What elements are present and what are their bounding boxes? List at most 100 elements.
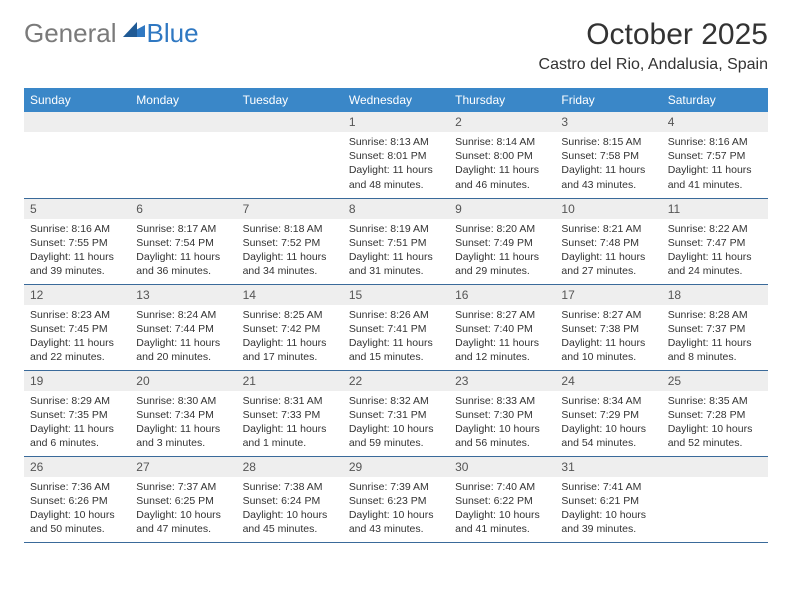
daylight-line: Daylight: 11 hours and 43 minutes. xyxy=(561,163,655,191)
calendar-cell: 11Sunrise: 8:22 AMSunset: 7:47 PMDayligh… xyxy=(662,198,768,284)
daylight-line: Daylight: 10 hours and 56 minutes. xyxy=(455,422,549,450)
sunrise-line: Sunrise: 7:39 AM xyxy=(349,480,443,494)
calendar-cell: 24Sunrise: 8:34 AMSunset: 7:29 PMDayligh… xyxy=(555,370,661,456)
sunrise-line: Sunrise: 8:26 AM xyxy=(349,308,443,322)
daylight-line: Daylight: 10 hours and 41 minutes. xyxy=(455,508,549,536)
day-number: 14 xyxy=(237,285,343,305)
sunrise-line: Sunrise: 8:35 AM xyxy=(668,394,762,408)
daylight-line: Daylight: 10 hours and 52 minutes. xyxy=(668,422,762,450)
sunset-line: Sunset: 6:23 PM xyxy=(349,494,443,508)
daylight-line: Daylight: 10 hours and 59 minutes. xyxy=(349,422,443,450)
page-header: General Blue October 2025 Castro del Rio… xyxy=(24,18,768,74)
weekday-header: Monday xyxy=(130,88,236,112)
daylight-line: Daylight: 11 hours and 1 minute. xyxy=(243,422,337,450)
day-details: Sunrise: 8:27 AMSunset: 7:38 PMDaylight:… xyxy=(555,305,661,369)
sunset-line: Sunset: 8:00 PM xyxy=(455,149,549,163)
day-number: 27 xyxy=(130,457,236,477)
calendar-cell: 27Sunrise: 7:37 AMSunset: 6:25 PMDayligh… xyxy=(130,456,236,542)
sunrise-line: Sunrise: 8:20 AM xyxy=(455,222,549,236)
daylight-line: Daylight: 11 hours and 17 minutes. xyxy=(243,336,337,364)
logo-mark-icon xyxy=(123,22,145,43)
sunset-line: Sunset: 6:25 PM xyxy=(136,494,230,508)
calendar-cell: 18Sunrise: 8:28 AMSunset: 7:37 PMDayligh… xyxy=(662,284,768,370)
daylight-line: Daylight: 10 hours and 43 minutes. xyxy=(349,508,443,536)
day-details: Sunrise: 7:37 AMSunset: 6:25 PMDaylight:… xyxy=(130,477,236,541)
calendar-cell: 26Sunrise: 7:36 AMSunset: 6:26 PMDayligh… xyxy=(24,456,130,542)
sunset-line: Sunset: 7:58 PM xyxy=(561,149,655,163)
daylight-line: Daylight: 10 hours and 45 minutes. xyxy=(243,508,337,536)
calendar-row: 19Sunrise: 8:29 AMSunset: 7:35 PMDayligh… xyxy=(24,370,768,456)
sunrise-line: Sunrise: 8:34 AM xyxy=(561,394,655,408)
day-details: Sunrise: 8:26 AMSunset: 7:41 PMDaylight:… xyxy=(343,305,449,369)
calendar-cell: 21Sunrise: 8:31 AMSunset: 7:33 PMDayligh… xyxy=(237,370,343,456)
day-number: 8 xyxy=(343,199,449,219)
calendar-cell: 10Sunrise: 8:21 AMSunset: 7:48 PMDayligh… xyxy=(555,198,661,284)
day-details: Sunrise: 8:17 AMSunset: 7:54 PMDaylight:… xyxy=(130,219,236,283)
daylight-line: Daylight: 11 hours and 12 minutes. xyxy=(455,336,549,364)
calendar-row: 26Sunrise: 7:36 AMSunset: 6:26 PMDayligh… xyxy=(24,456,768,542)
day-details: Sunrise: 8:28 AMSunset: 7:37 PMDaylight:… xyxy=(662,305,768,369)
day-details: Sunrise: 8:18 AMSunset: 7:52 PMDaylight:… xyxy=(237,219,343,283)
sunset-line: Sunset: 7:51 PM xyxy=(349,236,443,250)
sunrise-line: Sunrise: 7:38 AM xyxy=(243,480,337,494)
day-number: 7 xyxy=(237,199,343,219)
calendar-cell: 7Sunrise: 8:18 AMSunset: 7:52 PMDaylight… xyxy=(237,198,343,284)
sunrise-line: Sunrise: 8:19 AM xyxy=(349,222,443,236)
sunrise-line: Sunrise: 8:31 AM xyxy=(243,394,337,408)
day-details: Sunrise: 7:39 AMSunset: 6:23 PMDaylight:… xyxy=(343,477,449,541)
daylight-line: Daylight: 11 hours and 20 minutes. xyxy=(136,336,230,364)
calendar-body: 1Sunrise: 8:13 AMSunset: 8:01 PMDaylight… xyxy=(24,112,768,542)
calendar-cell: 13Sunrise: 8:24 AMSunset: 7:44 PMDayligh… xyxy=(130,284,236,370)
sunset-line: Sunset: 7:35 PM xyxy=(30,408,124,422)
day-number: 9 xyxy=(449,199,555,219)
daylight-line: Daylight: 11 hours and 6 minutes. xyxy=(30,422,124,450)
calendar-cell: 20Sunrise: 8:30 AMSunset: 7:34 PMDayligh… xyxy=(130,370,236,456)
day-details: Sunrise: 8:35 AMSunset: 7:28 PMDaylight:… xyxy=(662,391,768,455)
sunset-line: Sunset: 7:54 PM xyxy=(136,236,230,250)
calendar-cell: 6Sunrise: 8:17 AMSunset: 7:54 PMDaylight… xyxy=(130,198,236,284)
day-details: Sunrise: 8:34 AMSunset: 7:29 PMDaylight:… xyxy=(555,391,661,455)
sunrise-line: Sunrise: 7:37 AM xyxy=(136,480,230,494)
sunrise-line: Sunrise: 8:23 AM xyxy=(30,308,124,322)
calendar-cell: 3Sunrise: 8:15 AMSunset: 7:58 PMDaylight… xyxy=(555,112,661,198)
day-details: Sunrise: 8:27 AMSunset: 7:40 PMDaylight:… xyxy=(449,305,555,369)
day-number: 12 xyxy=(24,285,130,305)
daylight-line: Daylight: 11 hours and 31 minutes. xyxy=(349,250,443,278)
calendar-cell: 23Sunrise: 8:33 AMSunset: 7:30 PMDayligh… xyxy=(449,370,555,456)
sunrise-line: Sunrise: 8:29 AM xyxy=(30,394,124,408)
day-details: Sunrise: 8:15 AMSunset: 7:58 PMDaylight:… xyxy=(555,132,661,196)
day-number-empty xyxy=(130,112,236,132)
sunset-line: Sunset: 7:55 PM xyxy=(30,236,124,250)
calendar-cell: 4Sunrise: 8:16 AMSunset: 7:57 PMDaylight… xyxy=(662,112,768,198)
day-number: 6 xyxy=(130,199,236,219)
sunrise-line: Sunrise: 8:28 AM xyxy=(668,308,762,322)
daylight-line: Daylight: 11 hours and 22 minutes. xyxy=(30,336,124,364)
day-details: Sunrise: 8:20 AMSunset: 7:49 PMDaylight:… xyxy=(449,219,555,283)
sunrise-line: Sunrise: 7:36 AM xyxy=(30,480,124,494)
sunrise-line: Sunrise: 7:40 AM xyxy=(455,480,549,494)
daylight-line: Daylight: 11 hours and 34 minutes. xyxy=(243,250,337,278)
day-number: 26 xyxy=(24,457,130,477)
day-details: Sunrise: 8:32 AMSunset: 7:31 PMDaylight:… xyxy=(343,391,449,455)
calendar-cell: 17Sunrise: 8:27 AMSunset: 7:38 PMDayligh… xyxy=(555,284,661,370)
calendar-row: 5Sunrise: 8:16 AMSunset: 7:55 PMDaylight… xyxy=(24,198,768,284)
weekday-header: Saturday xyxy=(662,88,768,112)
day-number: 15 xyxy=(343,285,449,305)
day-number: 22 xyxy=(343,371,449,391)
calendar-cell: 30Sunrise: 7:40 AMSunset: 6:22 PMDayligh… xyxy=(449,456,555,542)
sunrise-line: Sunrise: 8:27 AM xyxy=(455,308,549,322)
sunrise-line: Sunrise: 8:14 AM xyxy=(455,135,549,149)
calendar-cell: 15Sunrise: 8:26 AMSunset: 7:41 PMDayligh… xyxy=(343,284,449,370)
daylight-line: Daylight: 11 hours and 24 minutes. xyxy=(668,250,762,278)
day-details: Sunrise: 8:19 AMSunset: 7:51 PMDaylight:… xyxy=(343,219,449,283)
day-number: 1 xyxy=(343,112,449,132)
calendar-cell: 12 Sunrise: 8:23 AMSunset: 7:45 PMDayligh… xyxy=(24,284,130,370)
sunset-line: Sunset: 7:31 PM xyxy=(349,408,443,422)
sunset-line: Sunset: 6:21 PM xyxy=(561,494,655,508)
sunset-line: Sunset: 7:49 PM xyxy=(455,236,549,250)
day-number: 18 xyxy=(662,285,768,305)
day-details: Sunrise: 8:29 AMSunset: 7:35 PMDaylight:… xyxy=(24,391,130,455)
sunrise-line: Sunrise: 8:17 AM xyxy=(136,222,230,236)
sunrise-line: Sunrise: 7:41 AM xyxy=(561,480,655,494)
sunset-line: Sunset: 7:45 PM xyxy=(30,322,124,336)
